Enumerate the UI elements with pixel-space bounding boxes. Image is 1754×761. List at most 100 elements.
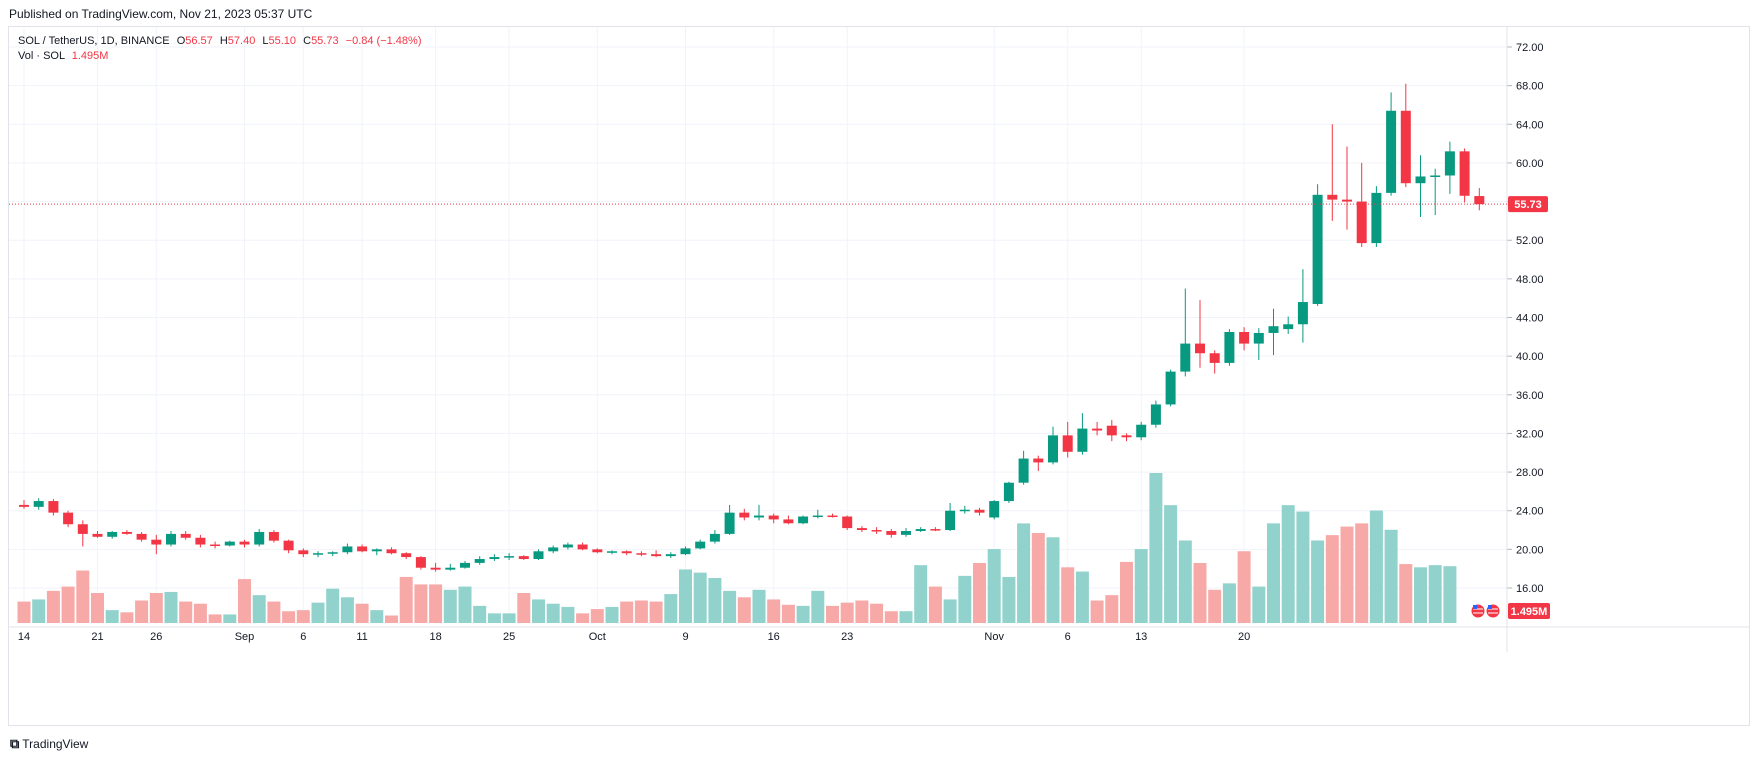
volume-bar[interactable] — [326, 588, 340, 623]
volume-bar[interactable] — [723, 590, 737, 623]
volume-bar[interactable] — [1355, 523, 1369, 623]
volume-bar[interactable] — [1237, 551, 1251, 623]
volume-bar[interactable] — [193, 603, 207, 623]
volume-bar[interactable] — [149, 593, 163, 623]
volume-bar[interactable] — [1046, 537, 1060, 623]
candle[interactable] — [695, 541, 706, 549]
candle[interactable] — [33, 501, 44, 507]
candle[interactable] — [959, 509, 970, 512]
volume-bar[interactable] — [914, 565, 928, 623]
candle[interactable] — [1062, 435, 1073, 452]
candle[interactable] — [342, 546, 353, 553]
volume-bar[interactable] — [987, 549, 1001, 623]
volume-bar[interactable] — [46, 590, 60, 623]
candle[interactable] — [19, 504, 29, 507]
volume-bar[interactable] — [473, 605, 487, 623]
volume-bar[interactable] — [649, 601, 663, 623]
volume-bar[interactable] — [796, 605, 810, 623]
volume-bar[interactable] — [517, 593, 531, 623]
volume-bar[interactable] — [576, 613, 590, 623]
volume-bar[interactable] — [1414, 567, 1427, 623]
volume-bar[interactable] — [561, 606, 575, 623]
volume-bar[interactable] — [781, 604, 795, 623]
volume-bar[interactable] — [1281, 505, 1295, 623]
volume-bar[interactable] — [1267, 523, 1280, 623]
candle[interactable] — [1224, 331, 1235, 363]
candle[interactable] — [1033, 458, 1044, 463]
volume-bar[interactable] — [884, 611, 898, 623]
candle[interactable] — [1371, 192, 1382, 244]
candle[interactable] — [562, 544, 573, 548]
candle[interactable] — [1283, 324, 1294, 330]
volume-bar[interactable] — [1017, 523, 1031, 623]
candle[interactable] — [1003, 482, 1014, 502]
candle[interactable] — [445, 567, 456, 570]
candle[interactable] — [1386, 110, 1397, 193]
candle[interactable] — [401, 553, 412, 558]
volume-bar[interactable] — [1369, 510, 1383, 624]
candle[interactable] — [92, 533, 103, 537]
volume-bar[interactable] — [1090, 600, 1104, 624]
volume-bar[interactable] — [1399, 564, 1413, 623]
candle[interactable] — [945, 510, 956, 531]
volume-bar[interactable] — [1061, 567, 1075, 623]
volume-bar[interactable] — [355, 603, 369, 623]
volume-bar[interactable] — [385, 615, 398, 624]
volume-bar[interactable] — [855, 600, 869, 624]
volume-bar[interactable] — [429, 584, 443, 623]
candle[interactable] — [357, 546, 368, 552]
volume-bar[interactable] — [179, 601, 193, 623]
candle[interactable] — [1253, 332, 1264, 344]
volume-bar[interactable] — [532, 599, 545, 623]
volume-bar[interactable] — [91, 593, 104, 623]
volume-bar[interactable] — [502, 613, 516, 623]
volume-bar[interactable] — [164, 591, 178, 623]
candle[interactable] — [1180, 343, 1191, 372]
candle[interactable] — [1430, 175, 1441, 177]
volume-bar[interactable] — [973, 563, 986, 623]
volume-bar[interactable] — [634, 600, 648, 624]
candle[interactable] — [842, 516, 853, 529]
volume-bar[interactable] — [1311, 540, 1325, 624]
candle[interactable] — [1209, 353, 1220, 363]
candle[interactable] — [1474, 196, 1485, 205]
candle[interactable] — [886, 531, 897, 535]
candle[interactable] — [871, 530, 882, 532]
candle[interactable] — [489, 557, 500, 560]
volume-bar[interactable] — [1164, 505, 1178, 623]
candle[interactable] — [386, 549, 397, 554]
volume-bar[interactable] — [458, 586, 472, 623]
candle[interactable] — [254, 531, 265, 545]
volume-bar[interactable] — [340, 597, 354, 623]
candle[interactable] — [268, 531, 279, 541]
volume-bar[interactable] — [1296, 511, 1310, 623]
candle[interactable] — [1268, 326, 1279, 333]
candle[interactable] — [371, 549, 382, 552]
candle[interactable] — [1092, 428, 1103, 431]
volume-bar[interactable] — [752, 589, 766, 623]
volume-bar[interactable] — [811, 590, 825, 623]
volume-bar[interactable] — [943, 599, 957, 623]
candle[interactable] — [680, 548, 691, 555]
volume-bar[interactable] — [1428, 565, 1442, 623]
candle[interactable] — [313, 553, 323, 555]
candle[interactable] — [518, 556, 529, 560]
candle[interactable] — [1018, 458, 1029, 483]
candle[interactable] — [812, 515, 823, 518]
volume-bar[interactable] — [267, 601, 281, 623]
volume-bar[interactable] — [826, 605, 839, 623]
candle[interactable] — [1136, 424, 1147, 438]
candle[interactable] — [592, 549, 603, 553]
volume-bar[interactable] — [870, 603, 884, 623]
candle[interactable] — [974, 509, 985, 513]
candle[interactable] — [754, 515, 764, 518]
volume-bar[interactable] — [958, 575, 972, 623]
volume-bar[interactable] — [1178, 540, 1192, 624]
candle[interactable] — [283, 540, 294, 551]
volume-bar[interactable] — [296, 610, 310, 623]
volume-bar[interactable] — [311, 602, 325, 623]
volume-bar[interactable] — [1252, 586, 1266, 623]
volume-bar[interactable] — [238, 579, 251, 623]
candle[interactable] — [1150, 404, 1161, 425]
candle[interactable] — [1077, 428, 1088, 452]
